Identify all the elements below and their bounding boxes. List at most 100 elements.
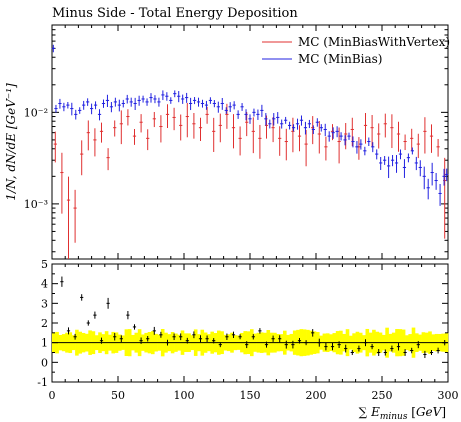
series-minbias-point xyxy=(157,97,161,107)
series-minbias-point xyxy=(113,97,117,107)
series-minbiaswithvertex-point xyxy=(132,128,137,145)
ratio-point xyxy=(245,341,249,349)
series-minbias-point xyxy=(280,119,284,129)
series-minbias-point xyxy=(445,168,449,182)
series-minbiaswithvertex-point xyxy=(212,117,216,152)
series-minbias-point xyxy=(181,94,185,104)
ratio-point xyxy=(337,341,341,348)
series-minbias-point xyxy=(220,97,224,110)
y-tick-label-bottom: 2 xyxy=(41,317,48,330)
series-minbias-point xyxy=(121,99,125,108)
ratio-point xyxy=(80,294,84,301)
ratio-point xyxy=(139,337,143,344)
series-minbias-point xyxy=(228,102,232,113)
series-minbiaswithvertex-point xyxy=(172,107,176,131)
series-minbias-point xyxy=(347,132,351,140)
series-minbiaswithvertex-point xyxy=(317,120,321,154)
series-minbiaswithvertex-point xyxy=(357,137,361,160)
ratio-point xyxy=(205,335,209,342)
ratio-point xyxy=(238,334,242,340)
ratio-point xyxy=(344,344,348,353)
ratio-point xyxy=(86,320,90,326)
series-minbias-point xyxy=(58,98,62,109)
series-minbias-point xyxy=(232,101,236,110)
series-minbias-point xyxy=(165,92,169,101)
legend-label-minbiaswithvertex: MC (MinBiasWithVertex) xyxy=(298,35,450,49)
y-tick-label-bottom: 0 xyxy=(41,356,48,369)
ratio-point xyxy=(443,339,447,346)
series-minbiaswithvertex-point xyxy=(139,114,143,133)
series-minbiaswithvertex-point xyxy=(423,117,427,154)
ratio-point xyxy=(192,331,196,339)
series-minbiaswithvertex-point xyxy=(284,128,288,161)
ratio-point xyxy=(198,335,203,343)
series-minbias-point xyxy=(323,123,327,137)
series-minbias-point xyxy=(418,160,422,177)
y-tick-label-bottom: 5 xyxy=(41,258,48,271)
y-tick-label-top: 10⁻³ xyxy=(24,198,48,211)
series-minbias-point xyxy=(383,156,387,165)
y-tick-label-bottom: -1 xyxy=(37,376,48,389)
series-minbiaswithvertex-point xyxy=(251,117,255,154)
series-minbias-point xyxy=(161,90,165,101)
series-minbiaswithvertex-point xyxy=(271,117,275,143)
series-minbiaswithvertex-point xyxy=(304,129,308,167)
series-minbias-point xyxy=(387,156,391,179)
series-minbiaswithvertex-point xyxy=(113,120,117,137)
series-minbias-point xyxy=(177,91,181,103)
ratio-point xyxy=(291,340,295,349)
series-minbias-point xyxy=(335,126,339,138)
ratio-plot-frame xyxy=(51,263,449,383)
series-minbias-point xyxy=(371,142,375,153)
series-minbias-point xyxy=(299,115,304,126)
series-minbias-point xyxy=(93,101,98,110)
series-minbiaswithvertex-point xyxy=(396,121,401,152)
series-minbias-point xyxy=(303,121,308,135)
ratio-point xyxy=(264,341,269,348)
series-minbias-point xyxy=(256,109,260,120)
series-minbiaswithvertex-point xyxy=(403,134,407,151)
series-minbias-point xyxy=(66,101,70,109)
series-minbias-point xyxy=(355,141,359,154)
y-tick-label-bottom: 4 xyxy=(41,278,48,291)
series-minbias-point xyxy=(311,125,315,135)
series-minbias-point xyxy=(97,109,102,121)
series-minbias-point xyxy=(331,127,335,139)
series-minbias-point xyxy=(272,113,276,126)
series-minbias-point xyxy=(307,119,311,129)
ratio-point xyxy=(99,337,104,344)
series-minbias-point xyxy=(394,155,399,173)
ratio-point xyxy=(212,338,216,344)
x-tick-label: 100 xyxy=(174,389,195,402)
ratio-points xyxy=(60,276,447,359)
ratio-point xyxy=(60,276,64,287)
x-tick-label: 50 xyxy=(111,389,125,402)
series-minbiaswithvertex-point xyxy=(278,126,282,156)
series-minbiaswithvertex-point xyxy=(165,104,170,128)
chart-title: Minus Side - Total Energy Deposition xyxy=(52,6,298,21)
x-tick-label: 200 xyxy=(306,389,327,402)
ratio-point xyxy=(66,327,71,335)
ratio-point xyxy=(304,340,308,346)
series-minbias-point xyxy=(398,149,403,160)
x-axis-label-sub: minus xyxy=(380,412,408,422)
series-minbias-point xyxy=(189,97,193,111)
ratio-point xyxy=(284,340,288,349)
series-minbias-point xyxy=(434,172,438,190)
series-minbias-point xyxy=(248,114,252,124)
series-minbias-point xyxy=(315,118,319,127)
series-minbias-point xyxy=(295,118,300,130)
ratio-point xyxy=(317,338,321,347)
ratio-point xyxy=(132,324,137,330)
series-minbiaswithvertex-point xyxy=(106,148,110,171)
x-axis-label-unit: [ xyxy=(407,405,416,419)
ratio-point xyxy=(231,331,236,338)
series-minbias-point xyxy=(390,155,395,167)
ratio-point xyxy=(258,328,262,334)
ratio-point xyxy=(159,331,163,338)
series-minbias-point xyxy=(363,146,367,156)
series-minbias-point xyxy=(268,119,272,129)
ratio-point xyxy=(251,334,255,340)
series-minbias-point xyxy=(236,110,240,119)
ratio-point xyxy=(126,311,130,320)
